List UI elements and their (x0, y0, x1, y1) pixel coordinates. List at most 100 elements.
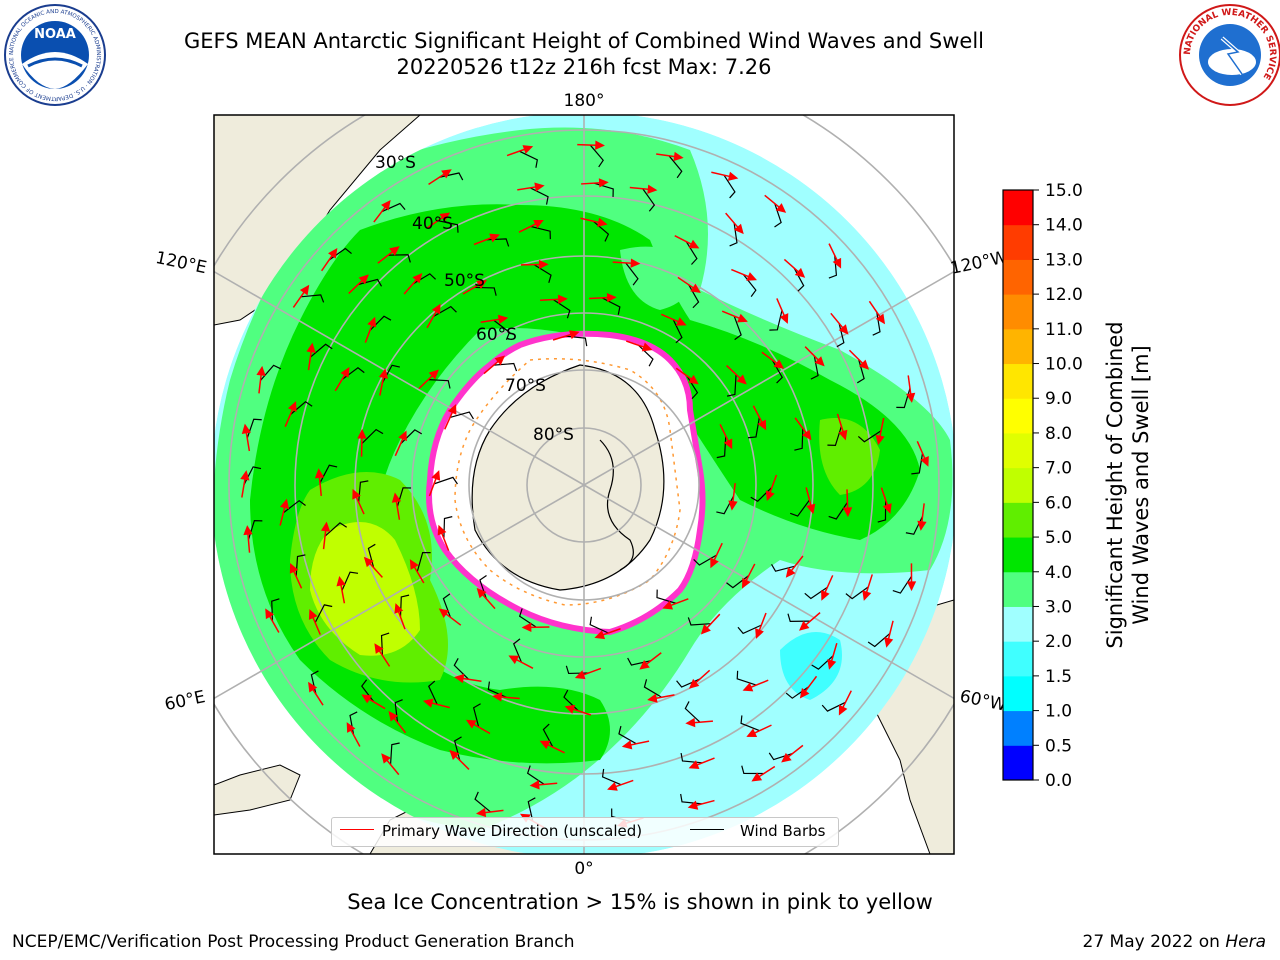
wind-barb (324, 522, 348, 537)
wave-direction-arrow (426, 212, 451, 229)
wave-direction-arrow (428, 169, 452, 185)
wind-barb (437, 220, 459, 233)
wave-direction-arrow (726, 364, 747, 385)
wave-direction-arrow (465, 719, 491, 735)
colorbar-tick-label: 14.0 (1045, 216, 1083, 236)
colorbar-segment (1003, 328, 1033, 365)
wave-direction-arrow (377, 246, 400, 264)
wave-direction-arrow (752, 405, 767, 431)
legend: Primary Wave Direction (unscaled) Wind B… (331, 817, 839, 847)
colorbar-tick-label: 0.5 (1045, 736, 1072, 756)
colorbar-tick-label: 6.0 (1045, 493, 1072, 513)
wave-direction-arrow (794, 417, 812, 441)
lon-label-120w: 120°W (949, 247, 1010, 279)
wave-direction-arrow (306, 342, 316, 371)
wave-direction-arrow (454, 673, 482, 684)
wave-direction-arrow (437, 524, 450, 551)
colorbar-label-line2: Wind Waves and Swell [m] (1129, 345, 1153, 625)
wave-direction-arrow (916, 441, 929, 467)
legend-wind-barbs-swatch (690, 829, 724, 830)
wave-direction-arrow (552, 330, 580, 341)
sea-ice-caption: Sea Ice Concentration > 15% is shown in … (347, 890, 933, 914)
colorbar-tick-label: 3.0 (1045, 597, 1072, 617)
lon-label-60e: 60°E (163, 687, 207, 715)
wave-direction-arrow (685, 717, 713, 728)
lat-label-30s: 30°S (375, 153, 416, 173)
wave-direction-arrow (279, 498, 290, 526)
wave-direction-arrow (564, 704, 592, 716)
wind-barb (589, 144, 604, 168)
wave-direction-arrow (799, 612, 821, 631)
wave-direction-arrow (827, 642, 838, 670)
colorbar-segment (1003, 190, 1033, 226)
graticule (214, 115, 954, 854)
wave-direction-arrow (476, 587, 496, 610)
wave-direction-arrow (725, 212, 744, 235)
wave-direction-arrow (589, 292, 617, 303)
wave-direction-arrow (444, 404, 457, 430)
colorbar-segment (1003, 641, 1033, 677)
wave-direction-arrow (426, 303, 441, 329)
wind-barb (472, 703, 481, 728)
lat-label-80s: 80°S (533, 425, 574, 445)
colorbar: 0.0 0.5 1.0 1.5 2.0 3.0 4.0 5.0 6.0 7.0 8.0 9.0 10.0… (1002, 181, 1083, 791)
wave-direction-arrow (677, 276, 701, 293)
wave-direction-arrow (880, 487, 892, 514)
wave-direction-arrow (422, 698, 450, 709)
wave-direction-arrow (688, 757, 715, 770)
lon-label-0: 0° (574, 859, 593, 879)
wind-barb (527, 797, 536, 822)
wave-direction-arrow (483, 355, 506, 375)
wave-direction-arrow (378, 368, 389, 396)
wind-barb (601, 768, 622, 786)
legend-wave-direction-label: Primary Wave Direction (unscaled) (382, 822, 643, 840)
nws-logo: NATIONAL WEATHER SERVICE (1179, 4, 1280, 106)
wave-direction-arrow (838, 690, 852, 716)
wave-direction-arrow (626, 340, 653, 352)
wind-barb (723, 174, 736, 199)
wave-direction-arrow (662, 598, 689, 610)
lon-label-120e: 120°E (154, 248, 209, 278)
wind-barb (687, 617, 711, 626)
wind-barb (726, 374, 737, 397)
wave-direction-arrow (639, 652, 662, 670)
wave-direction-arrow (674, 234, 700, 249)
wave-direction-arrow (462, 280, 487, 295)
wave-direction-arrow (492, 692, 520, 702)
wave-direction-arrow (388, 710, 407, 734)
wave-direction-arrow (688, 669, 711, 689)
wave-direction-arrow (581, 178, 609, 188)
wave-direction-arrow (842, 489, 853, 518)
wind-barb (642, 188, 656, 212)
colorbar-segment (1003, 745, 1033, 781)
wave-direction-arrow (256, 365, 266, 394)
footer-date-text: 27 May 2022 on (1082, 932, 1220, 952)
wave-direction-arrow (710, 542, 723, 569)
wind-barb (389, 742, 400, 765)
lat-label-60s: 60°S (476, 325, 517, 345)
wind-barb (433, 476, 458, 485)
wave-direction-arrow (391, 492, 402, 520)
colorbar-segment (1003, 571, 1033, 607)
colorbar-tick-label: 7.0 (1045, 459, 1072, 479)
colorbar-segment (1003, 224, 1033, 260)
wave-direction-arrow (656, 151, 684, 162)
colorbar-tick-label: 1.5 (1045, 667, 1072, 687)
wave-direction-arrow (868, 300, 886, 325)
colorbar-segment (1003, 294, 1033, 330)
wave-direction-arrow (719, 423, 733, 450)
wave-direction-arrow (475, 807, 504, 818)
wind-barb (643, 679, 662, 698)
colorbar-segment (1003, 467, 1033, 503)
wind-barb (733, 315, 742, 341)
wave-direction-arrow (364, 316, 377, 343)
wave-direction-arrow (346, 722, 361, 747)
wave-direction-arrow (746, 724, 772, 738)
noaa-logo: NOAA NATIONAL OCEANIC AND ATMOSPHERIC AD… (4, 4, 106, 106)
colorbar-tick-label: 15.0 (1045, 181, 1083, 201)
wind-barb (668, 155, 683, 179)
colorbar-segment (1003, 363, 1033, 399)
wave-direction-arrow (428, 470, 441, 497)
colorbar-tick-label: 8.0 (1045, 424, 1072, 444)
colorbar-segment (1003, 502, 1033, 538)
